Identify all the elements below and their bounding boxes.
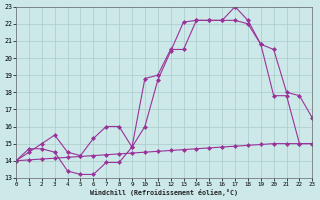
X-axis label: Windchill (Refroidissement éolien,°C): Windchill (Refroidissement éolien,°C) xyxy=(90,189,238,196)
